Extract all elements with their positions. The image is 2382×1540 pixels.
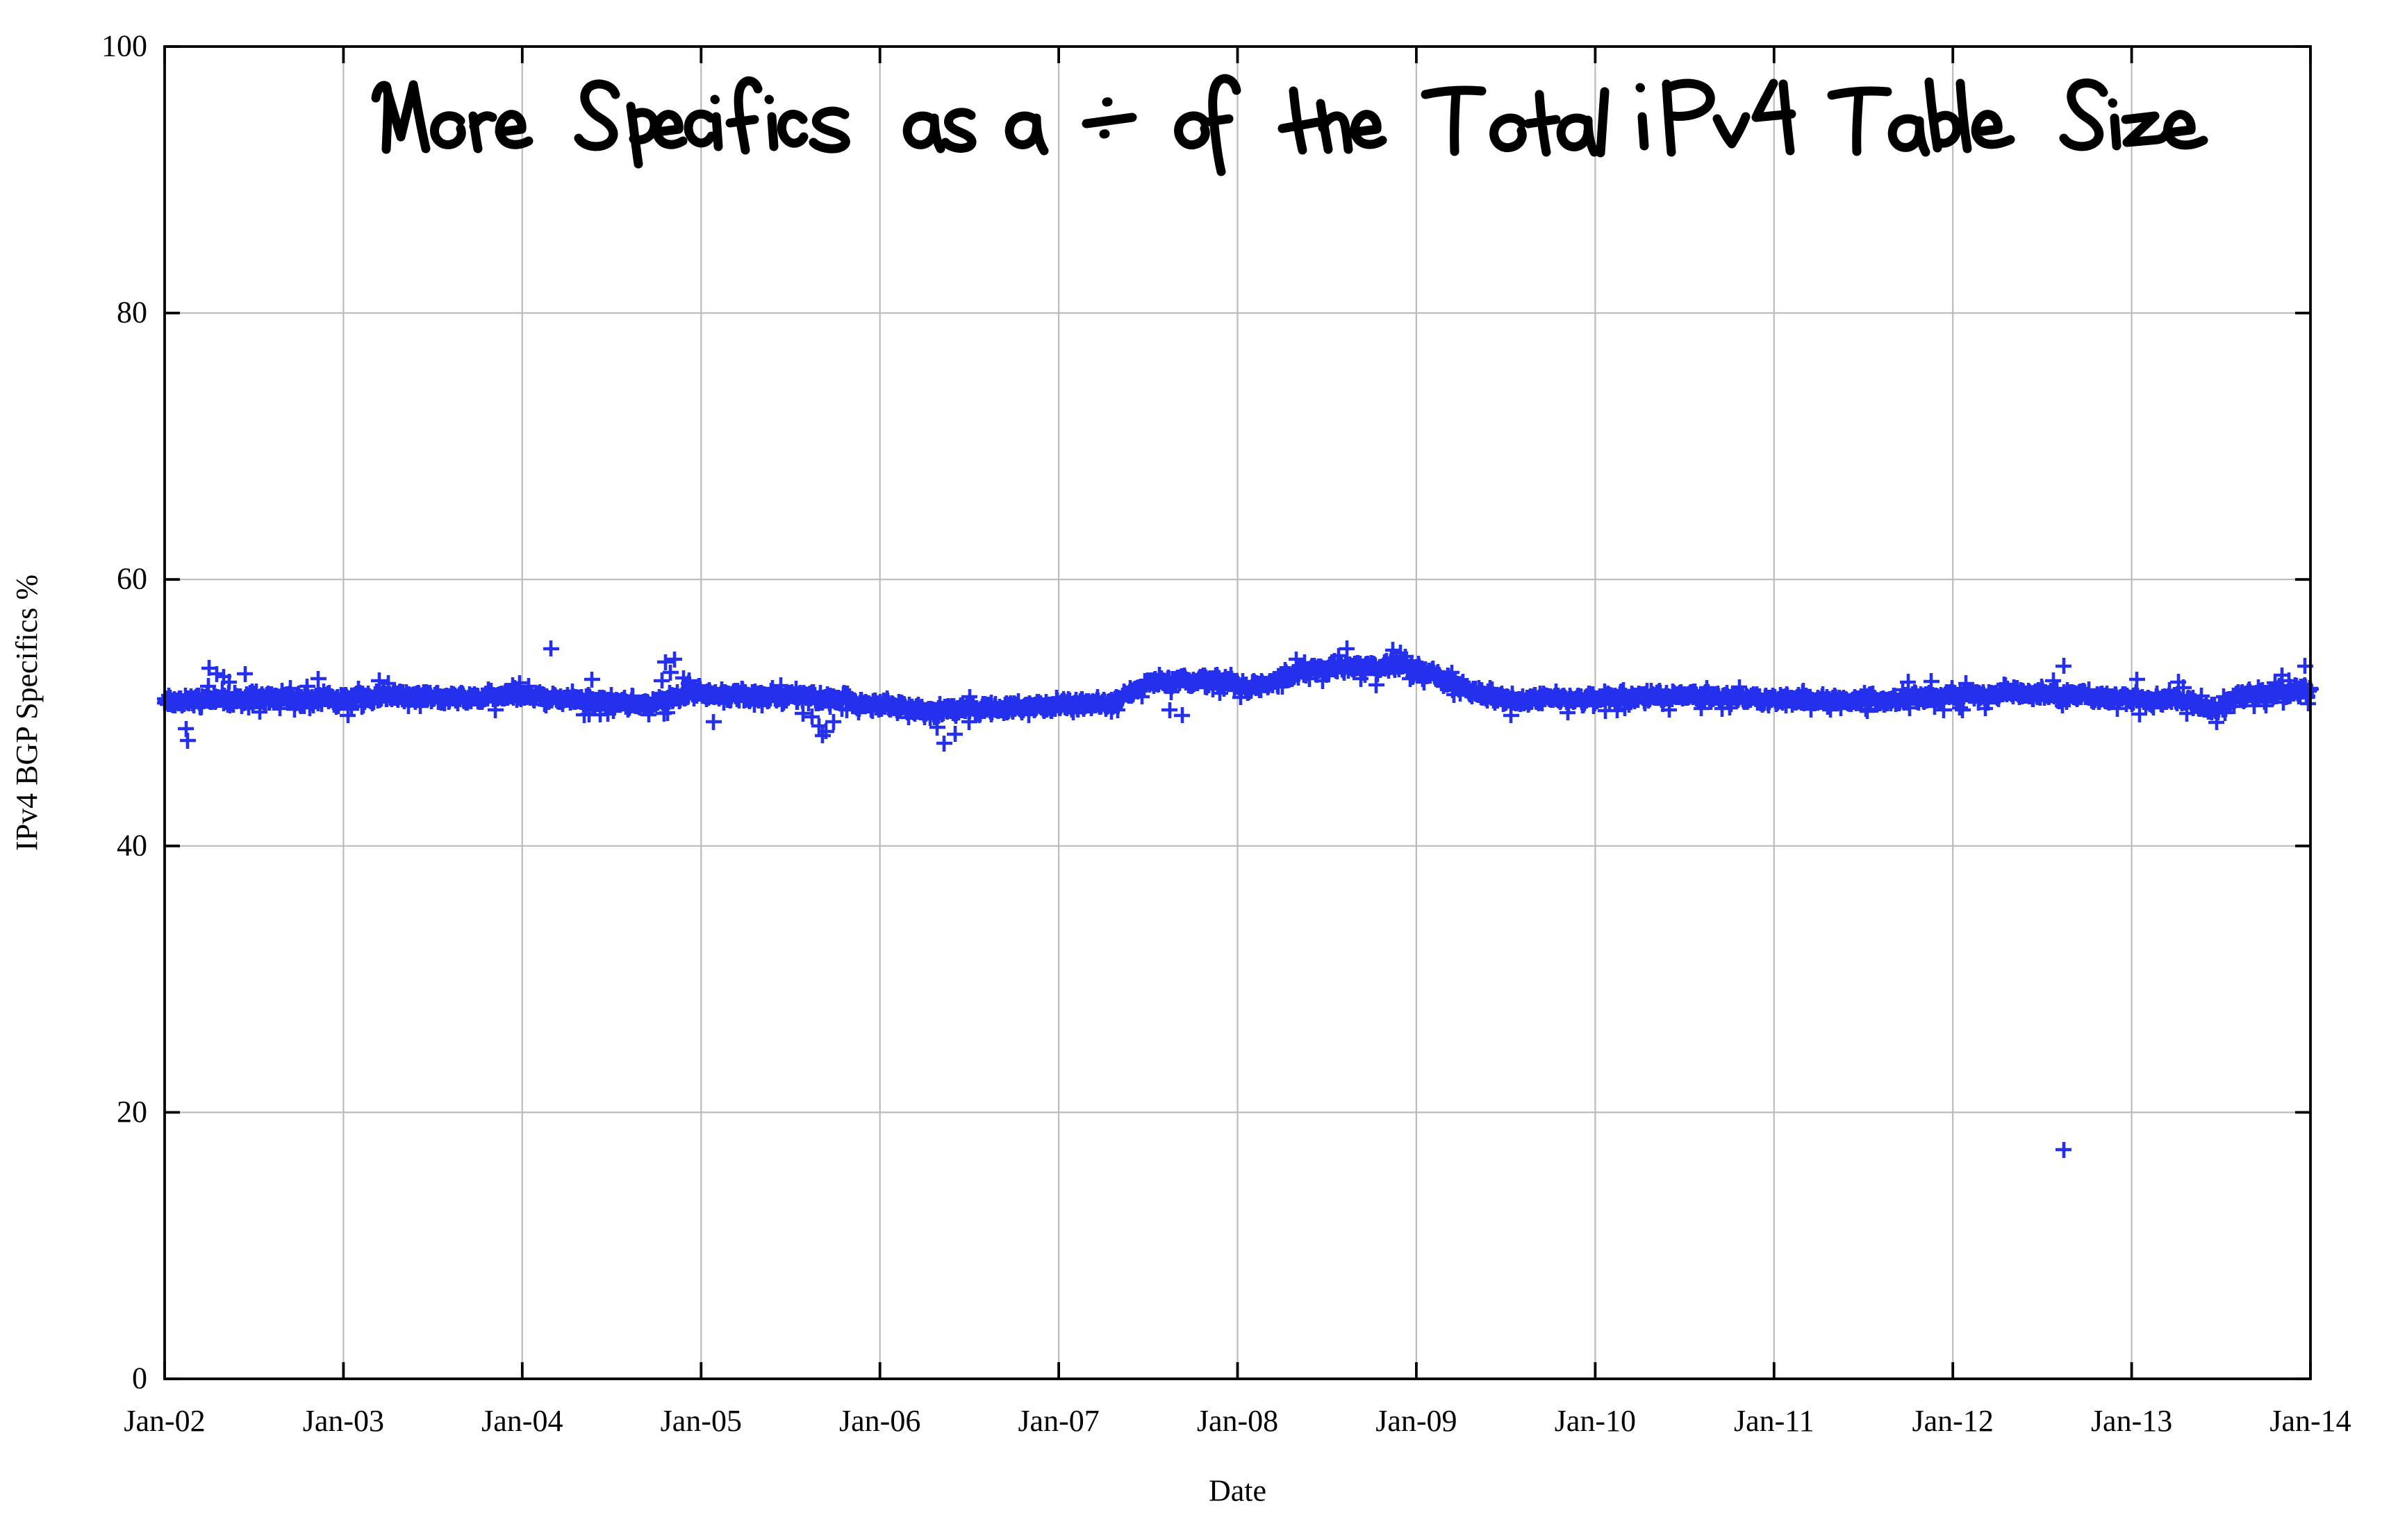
- svg-text:Jan-14: Jan-14: [2269, 1404, 2351, 1438]
- svg-text:60: 60: [117, 562, 147, 596]
- svg-text:Jan-12: Jan-12: [1912, 1404, 1994, 1438]
- svg-text:Jan-13: Jan-13: [2091, 1404, 2172, 1438]
- svg-text:0: 0: [132, 1361, 147, 1396]
- svg-text:Jan-09: Jan-09: [1375, 1404, 1457, 1438]
- svg-text:Jan-02: Jan-02: [124, 1404, 205, 1438]
- svg-text:80: 80: [117, 295, 147, 329]
- svg-text:Date: Date: [1209, 1474, 1266, 1508]
- svg-text:100: 100: [101, 29, 147, 63]
- svg-text:Jan-07: Jan-07: [1018, 1404, 1099, 1438]
- svg-text:40: 40: [117, 828, 147, 862]
- svg-text:Jan-05: Jan-05: [661, 1404, 742, 1438]
- svg-text:Jan-04: Jan-04: [481, 1404, 563, 1438]
- svg-text:IPv4 BGP Specifics %: IPv4 BGP Specifics %: [10, 574, 44, 851]
- svg-text:20: 20: [117, 1095, 147, 1129]
- svg-text:Jan-03: Jan-03: [303, 1404, 384, 1438]
- svg-text:Jan-10: Jan-10: [1555, 1404, 1636, 1438]
- svg-text:Jan-08: Jan-08: [1197, 1404, 1278, 1438]
- svg-text:Jan-11: Jan-11: [1734, 1404, 1814, 1438]
- svg-text:Jan-06: Jan-06: [839, 1404, 920, 1438]
